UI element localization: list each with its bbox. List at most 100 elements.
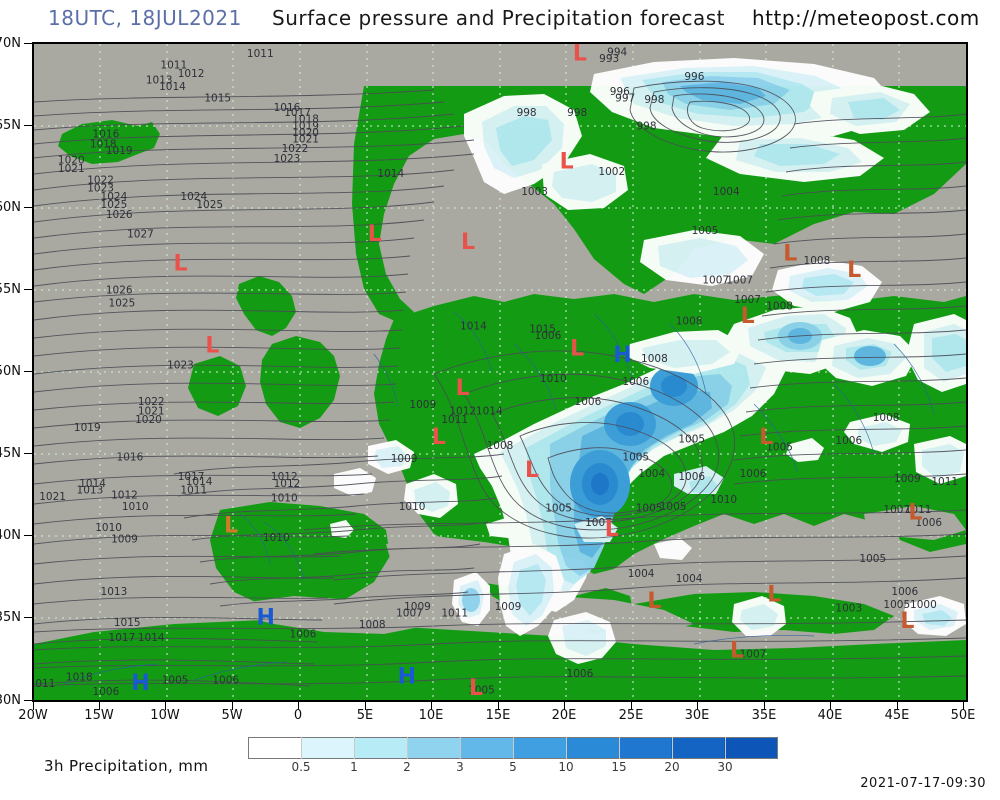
isobar-label: 1003 — [835, 602, 862, 614]
colorbar-separator — [725, 737, 726, 759]
lon-tick-35E: 35E — [751, 708, 777, 723]
isobar-label: 1006 — [290, 629, 317, 641]
isobar-label: 1003 — [521, 186, 548, 198]
low-pressure-marker: L — [767, 583, 781, 608]
isobar-label: 1021 — [58, 163, 85, 175]
isobar-label: 1000 — [910, 599, 937, 611]
isobar-label: 1005 — [766, 442, 793, 454]
colorbar-tick-5: 5 — [509, 760, 517, 774]
low-pressure-marker: L — [900, 609, 914, 634]
isobar-label: 1005 — [660, 501, 687, 513]
lon-tick-45E: 45E — [884, 708, 910, 723]
lon-tick-50E: 50E — [950, 708, 976, 723]
title-bar: 18UTC, 18JUL2021 Surface pressure and Pr… — [0, 6, 1000, 36]
isobar-label: 1007 — [702, 274, 729, 286]
colorbar-tick-15: 15 — [611, 760, 627, 774]
low-pressure-marker: L — [205, 333, 219, 358]
isobar-label: 1005 — [468, 684, 495, 696]
precipitation-field — [330, 58, 966, 664]
high-pressure-marker: H — [398, 665, 416, 690]
isobar-label: 1009 — [391, 453, 418, 465]
isobar-label: 1021 — [138, 406, 165, 418]
isobar-label: 998 — [517, 107, 537, 119]
isobar-label: 1006 — [678, 471, 705, 483]
isobar-label: 1014 — [460, 320, 487, 332]
high-pressure-marker: H — [613, 343, 631, 368]
isobar-label: 1014 — [476, 406, 503, 418]
isobar-label: 1025 — [109, 297, 136, 309]
isobar-label: 1024 — [180, 191, 207, 203]
colorbar-tick-0.5: 0.5 — [291, 760, 311, 774]
low-pressure-marker: L — [469, 676, 483, 700]
isobar-label: 1017 — [109, 632, 136, 644]
colorbar-tick-3: 3 — [456, 760, 464, 774]
isobar-label: 1007 — [396, 607, 423, 619]
isobar-label: 1009 — [409, 399, 436, 411]
low-pressure-marker: L — [461, 230, 475, 255]
isobar-label: 1011 — [247, 48, 274, 60]
isobar-label: 1006 — [567, 668, 594, 680]
isobar-label: 1005 — [692, 225, 719, 237]
lat-tick-65N: 65N — [0, 118, 21, 133]
precipitation-colorbar[interactable] — [248, 737, 778, 759]
isobar-label: 1007 — [883, 504, 910, 516]
lon-tick-10W: 10W — [150, 708, 180, 723]
colorbar-swatch-5 — [512, 738, 566, 758]
isobar-label: 998 — [567, 107, 587, 119]
isobar-label: 1008 — [873, 412, 900, 424]
isobar-label: 1026 — [106, 284, 133, 296]
isobar-label: 1004 — [638, 468, 665, 480]
page-title: Surface pressure and Precipitation forec… — [272, 6, 726, 30]
isobar-label: 1006 — [535, 330, 562, 342]
colorbar-separator — [566, 737, 567, 759]
low-pressure-marker: L — [647, 589, 661, 614]
isobar-label: 1022 — [87, 174, 114, 186]
isobar-label: 998 — [644, 94, 664, 106]
isobar-label: 1014 — [186, 476, 213, 488]
low-pressure-marker: L — [570, 337, 584, 362]
isobar-label: 1022 — [282, 143, 309, 155]
isobar-label: 1012 — [111, 489, 138, 501]
isobar-label: 993 — [599, 53, 619, 65]
isobar-label: 1025 — [101, 199, 128, 211]
low-pressure-marker: L — [224, 514, 238, 539]
low-pressure-marker: L — [730, 638, 744, 663]
isobar-label: 1019 — [74, 422, 101, 434]
colorbar-swatch-9 — [724, 738, 777, 758]
colorbar-label: 3h Precipitation, mm — [44, 757, 209, 775]
isobar-label: 1014 — [377, 168, 404, 180]
isobar-label: 1017 — [178, 471, 205, 483]
low-pressure-marker: L — [847, 258, 861, 283]
isobar-label: 1008 — [359, 619, 386, 631]
isobar-label: 1011 — [160, 60, 187, 72]
lon-tick-5W: 5W — [221, 708, 243, 723]
isobar-label: 1007 — [726, 274, 753, 286]
isobar-label: 1009 — [495, 601, 522, 613]
colorbar-tick-1: 1 — [350, 760, 358, 774]
isobar-label: 1010 — [399, 501, 426, 513]
isobar-label: 1008 — [676, 315, 703, 327]
low-pressure-marker: L — [456, 376, 470, 401]
lat-tick-50N: 50N — [0, 364, 21, 379]
colorbar-separator — [672, 737, 673, 759]
isobar-label: 1010 — [540, 373, 567, 385]
high-pressure-marker: H — [256, 606, 274, 631]
isobar-label: 1012 — [449, 406, 476, 418]
colorbar-tick-30: 30 — [717, 760, 733, 774]
isobar-label: 1004 — [628, 568, 655, 580]
lat-tick-35N: 35N — [0, 610, 21, 625]
low-pressure-marker: L — [605, 517, 619, 542]
isobar-label: 1008 — [804, 255, 831, 267]
isobar-label: 1016 — [274, 102, 301, 114]
low-pressure-marker: L — [908, 501, 922, 526]
lon-tick-15W: 15W — [84, 708, 114, 723]
low-pressure-marker: L — [368, 222, 382, 247]
isobar-label: 1016 — [117, 452, 144, 464]
generation-timestamp: 2021-07-17-09:30 — [860, 776, 986, 791]
isobar-label: 997 — [615, 92, 635, 104]
lon-tick-20E: 20E — [551, 708, 577, 723]
isobar-label: 1006 — [575, 396, 602, 408]
map-frame[interactable]: 1011 1011 1012 1013 1014 1015 1016 1017 1018 1019… — [32, 42, 968, 702]
colorbar-separator — [407, 737, 408, 759]
